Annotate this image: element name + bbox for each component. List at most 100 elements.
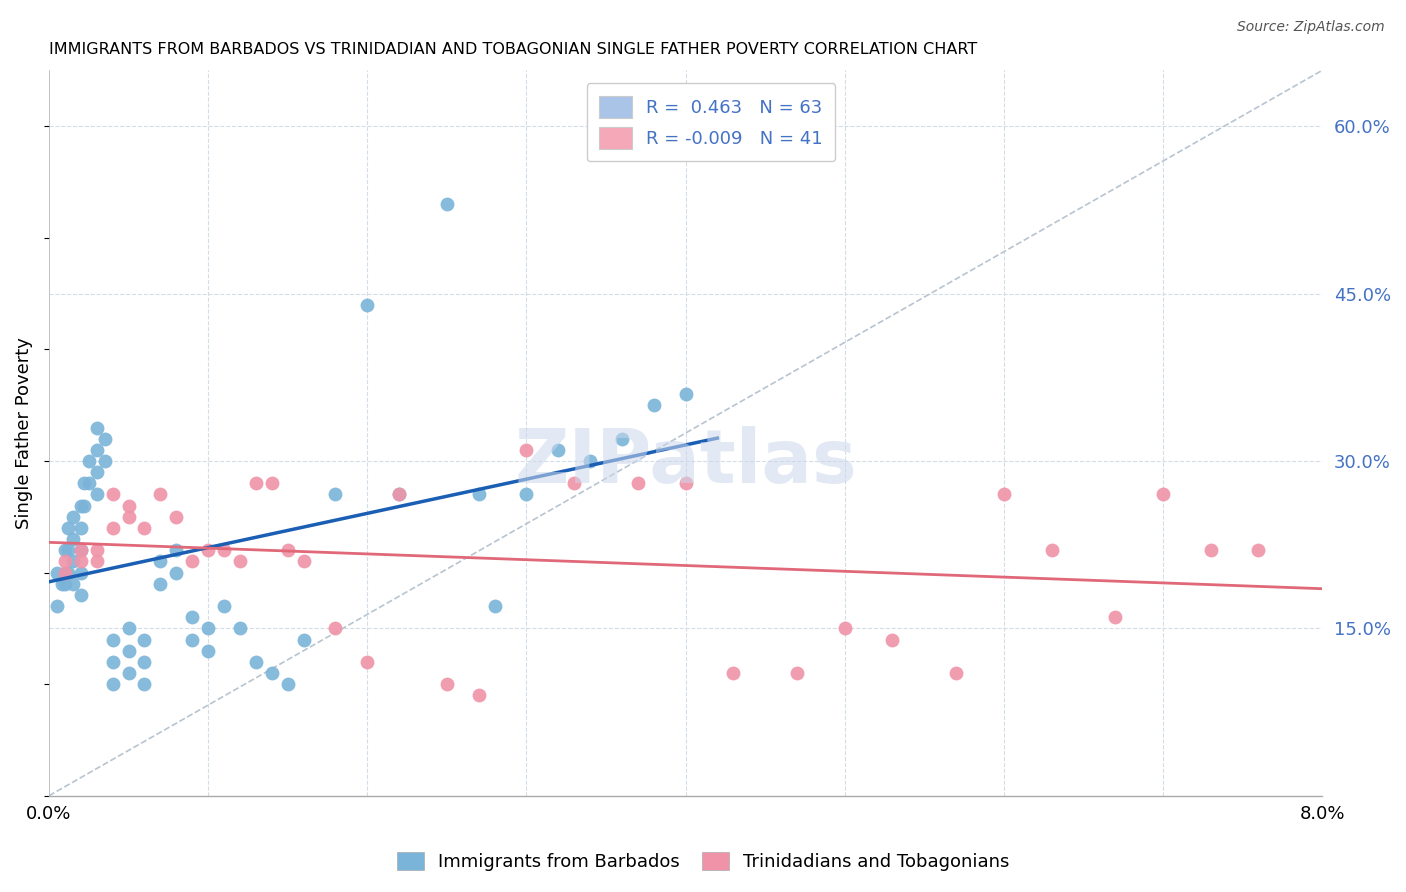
Point — [93, 432, 115, 446]
Point — [69, 521, 91, 535]
Legend: Immigrants from Barbados, Trinidadians and Tobagonians: Immigrants from Barbados, Trinidadians a… — [389, 845, 1017, 879]
Point — [86, 487, 108, 501]
Point — [69, 543, 91, 558]
Point — [245, 655, 267, 669]
Point — [675, 387, 697, 401]
Point — [101, 521, 124, 535]
Point — [165, 509, 187, 524]
Y-axis label: Single Father Poverty: Single Father Poverty — [15, 337, 32, 529]
Point — [117, 509, 139, 524]
Point — [45, 599, 67, 613]
Point — [277, 543, 299, 558]
Point — [786, 665, 808, 680]
Point — [86, 465, 108, 479]
Text: IMMIGRANTS FROM BARBADOS VS TRINIDADIAN AND TOBAGONIAN SINGLE FATHER POVERTY COR: IMMIGRANTS FROM BARBADOS VS TRINIDADIAN … — [49, 42, 977, 57]
Point — [77, 476, 100, 491]
Point — [45, 566, 67, 580]
Point — [325, 487, 347, 501]
Point — [53, 566, 76, 580]
Point — [292, 632, 315, 647]
Point — [229, 621, 252, 635]
Point — [69, 499, 91, 513]
Point — [149, 554, 172, 568]
Point — [515, 487, 537, 501]
Point — [62, 509, 84, 524]
Point — [834, 621, 856, 635]
Point — [62, 576, 84, 591]
Point — [277, 677, 299, 691]
Point — [56, 566, 79, 580]
Point — [484, 599, 506, 613]
Point — [56, 521, 79, 535]
Point — [53, 566, 76, 580]
Point — [356, 655, 378, 669]
Point — [62, 554, 84, 568]
Point — [53, 576, 76, 591]
Point — [117, 665, 139, 680]
Point — [627, 476, 650, 491]
Point — [356, 298, 378, 312]
Point — [467, 487, 489, 501]
Point — [117, 621, 139, 635]
Point — [165, 566, 187, 580]
Point — [86, 543, 108, 558]
Point — [436, 197, 458, 211]
Point — [260, 476, 283, 491]
Point — [77, 454, 100, 468]
Point — [229, 554, 252, 568]
Point — [675, 476, 697, 491]
Point — [53, 543, 76, 558]
Point — [882, 632, 904, 647]
Text: Source: ZipAtlas.com: Source: ZipAtlas.com — [1237, 20, 1385, 34]
Point — [993, 487, 1015, 501]
Point — [73, 499, 96, 513]
Point — [69, 543, 91, 558]
Point — [1104, 610, 1126, 624]
Point — [945, 665, 967, 680]
Point — [197, 621, 219, 635]
Point — [117, 643, 139, 657]
Point — [134, 632, 156, 647]
Point — [1247, 543, 1270, 558]
Point — [325, 621, 347, 635]
Point — [181, 632, 204, 647]
Point — [134, 521, 156, 535]
Point — [212, 543, 235, 558]
Point — [134, 655, 156, 669]
Point — [62, 532, 84, 546]
Point — [93, 454, 115, 468]
Point — [86, 554, 108, 568]
Point — [181, 554, 204, 568]
Point — [197, 543, 219, 558]
Point — [149, 487, 172, 501]
Point — [292, 554, 315, 568]
Point — [53, 554, 76, 568]
Point — [260, 665, 283, 680]
Point — [436, 677, 458, 691]
Point — [388, 487, 411, 501]
Point — [212, 599, 235, 613]
Point — [547, 442, 569, 457]
Point — [69, 554, 91, 568]
Point — [69, 588, 91, 602]
Point — [388, 487, 411, 501]
Point — [610, 432, 633, 446]
Point — [467, 689, 489, 703]
Point — [562, 476, 585, 491]
Point — [245, 476, 267, 491]
Point — [723, 665, 745, 680]
Point — [101, 487, 124, 501]
Point — [86, 420, 108, 434]
Point — [117, 499, 139, 513]
Point — [73, 476, 96, 491]
Legend: R =  0.463   N = 63, R = -0.009   N = 41: R = 0.463 N = 63, R = -0.009 N = 41 — [586, 83, 835, 161]
Text: ZIPatlas: ZIPatlas — [515, 425, 856, 499]
Point — [51, 576, 73, 591]
Point — [149, 576, 172, 591]
Point — [1040, 543, 1063, 558]
Point — [101, 655, 124, 669]
Point — [101, 632, 124, 647]
Point — [197, 643, 219, 657]
Point — [69, 566, 91, 580]
Point — [1199, 543, 1222, 558]
